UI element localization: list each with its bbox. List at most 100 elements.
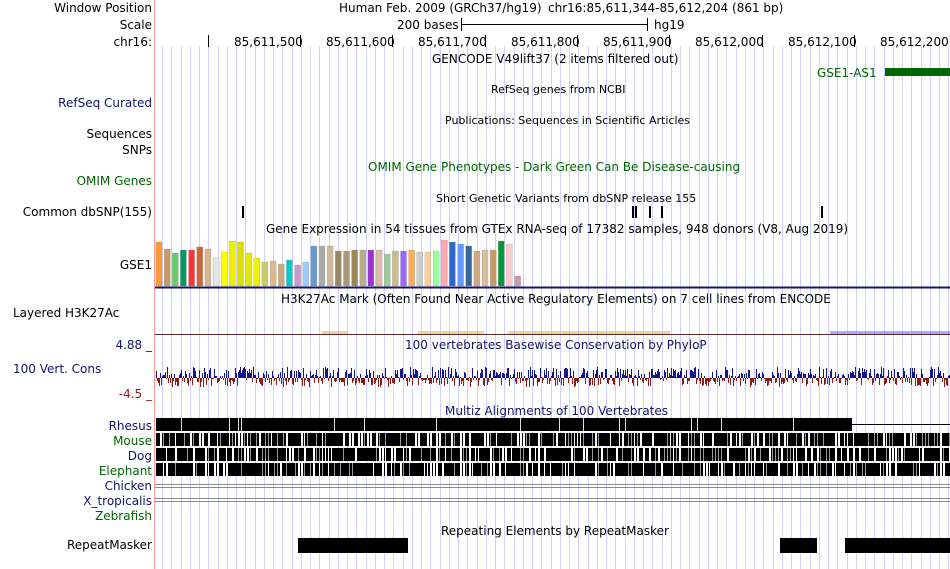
- multiz-gap: [739, 463, 740, 476]
- sequences-label[interactable]: Sequences: [86, 127, 152, 141]
- multiz-gap: [217, 448, 219, 461]
- multiz-gap: [889, 433, 890, 446]
- refseq-label[interactable]: RefSeq Curated: [58, 96, 152, 110]
- multiz-gap: [661, 463, 663, 476]
- multiz-gap: [748, 448, 750, 461]
- gtex-tissue-bar: [465, 245, 472, 287]
- multiz-gap: [277, 448, 278, 461]
- multiz-gap: [922, 433, 923, 446]
- multiz-gap: [304, 433, 305, 446]
- multiz-gap: [262, 463, 263, 476]
- gencode-gene-label[interactable]: GSE1-AS1: [817, 66, 877, 80]
- multiz-gap: [637, 433, 638, 446]
- multiz-gap: [811, 448, 813, 461]
- multiz-gap: [208, 448, 209, 461]
- multiz-gap: [667, 448, 668, 461]
- cons-label[interactable]: 100 Vert. Cons: [13, 362, 102, 376]
- gtex-tissue-bar: [514, 275, 521, 287]
- multiz-gap: [760, 448, 761, 461]
- multiz-gap: [658, 448, 660, 461]
- gencode-title[interactable]: GENCODE V49lift37 (2 items filtered out): [432, 52, 679, 66]
- multiz-gap: [328, 448, 329, 461]
- cons-title[interactable]: 100 vertebrates Basewise Conservation by…: [405, 338, 707, 352]
- multiz-gap: [877, 433, 878, 446]
- multiz-gap: [703, 433, 704, 446]
- omim-label[interactable]: OMIM Genes: [76, 174, 152, 188]
- multiz-gap: [316, 433, 317, 446]
- multiz-gap: [709, 463, 710, 476]
- multiz-title[interactable]: Multiz Alignments of 100 Vertebrates: [445, 404, 669, 418]
- multiz-gap: [268, 433, 269, 446]
- dbsnp-label[interactable]: Common dbSNP(155): [22, 205, 152, 219]
- multiz-gap: [934, 433, 935, 446]
- multiz-gap: [322, 463, 323, 476]
- rmsk-label[interactable]: RepeatMasker: [66, 538, 152, 552]
- multiz-gap: [919, 463, 920, 476]
- multiz-gap: [835, 448, 837, 461]
- multiz-gap: [835, 463, 836, 476]
- multiz-gap: [286, 463, 287, 476]
- multiz-gap: [874, 448, 876, 461]
- multiz-gap: [295, 463, 296, 476]
- multiz-gap: [577, 433, 578, 446]
- multiz-gap: [418, 433, 420, 446]
- pubs-title[interactable]: Publications: Sequences in Scientific Ar…: [445, 114, 690, 127]
- multiz-gap: [226, 463, 228, 476]
- species-label-elephant[interactable]: Elephant: [98, 464, 152, 478]
- multiz-gap: [940, 448, 942, 461]
- species-label-zebrafish[interactable]: Zebrafish: [95, 509, 152, 523]
- multiz-gap: [262, 448, 263, 461]
- multiz-gap: [796, 433, 797, 446]
- multiz-gap: [865, 463, 866, 476]
- species-label-chicken[interactable]: Chicken: [104, 479, 152, 493]
- omim-title[interactable]: OMIM Gene Phenotypes - Dark Green Can Be…: [368, 160, 741, 174]
- coordinate-label: 85,611,900: [603, 35, 672, 49]
- multiz-gap: [886, 433, 887, 446]
- multiz-gap: [430, 433, 432, 446]
- species-label-mouse[interactable]: Mouse: [113, 434, 152, 448]
- multiz-gap: [847, 433, 848, 446]
- species-label-rhesus[interactable]: Rhesus: [108, 419, 152, 433]
- gtex-tissue-bar: [180, 249, 187, 287]
- gtex-label[interactable]: GSE1: [119, 258, 152, 272]
- dbsnp-variant: [635, 206, 637, 218]
- multiz-gap: [817, 448, 819, 461]
- multiz-gap: [895, 463, 897, 476]
- multiz-gap: [682, 463, 683, 476]
- multiz-gap: [712, 448, 713, 461]
- gtex-tissue-bar: [424, 251, 432, 287]
- multiz-gap: [553, 433, 554, 446]
- multiz-gap: [736, 433, 737, 446]
- multiz-gap: [676, 433, 678, 446]
- multiz-gap: [427, 433, 429, 446]
- multiz-gap: [673, 448, 674, 461]
- multiz-gap: [424, 463, 425, 476]
- multiz-gap: [400, 433, 401, 446]
- h3k27ac-title[interactable]: H3K27Ac Mark (Often Found Near Active Re…: [281, 292, 831, 306]
- multiz-gap: [526, 463, 528, 476]
- multiz-gap: [349, 433, 351, 446]
- gtex-tissue-bar: [441, 239, 448, 287]
- h3k27ac-label[interactable]: Layered H3K27Ac: [13, 306, 120, 320]
- multiz-gap: [808, 463, 809, 476]
- dbsnp-title[interactable]: Short Genetic Variants from dbSNP releas…: [436, 192, 697, 205]
- refseq-title[interactable]: RefSeq genes from NCBI: [491, 83, 626, 96]
- gtex-tissue-bar: [449, 241, 456, 287]
- rmsk-title[interactable]: Repeating Elements by RepeatMasker: [441, 524, 669, 538]
- gtex-title[interactable]: Gene Expression in 54 tissues from GTEx …: [266, 222, 849, 236]
- multiz-gap: [277, 433, 278, 446]
- multiz-gap: [655, 448, 656, 461]
- species-label-x_tropicalis[interactable]: X_tropicalis: [83, 494, 152, 508]
- multiz-gap: [943, 463, 945, 476]
- multiz-gap: [382, 448, 384, 461]
- multiz-gap: [490, 463, 492, 476]
- multiz-gap: [934, 463, 936, 476]
- multiz-gap: [223, 463, 225, 476]
- species-label-dog[interactable]: Dog: [127, 449, 152, 463]
- multiz-gap: [742, 433, 743, 446]
- window-position-label: Window Position: [54, 1, 152, 15]
- snps-label[interactable]: SNPs: [122, 143, 152, 157]
- multiz-gap: [400, 463, 402, 476]
